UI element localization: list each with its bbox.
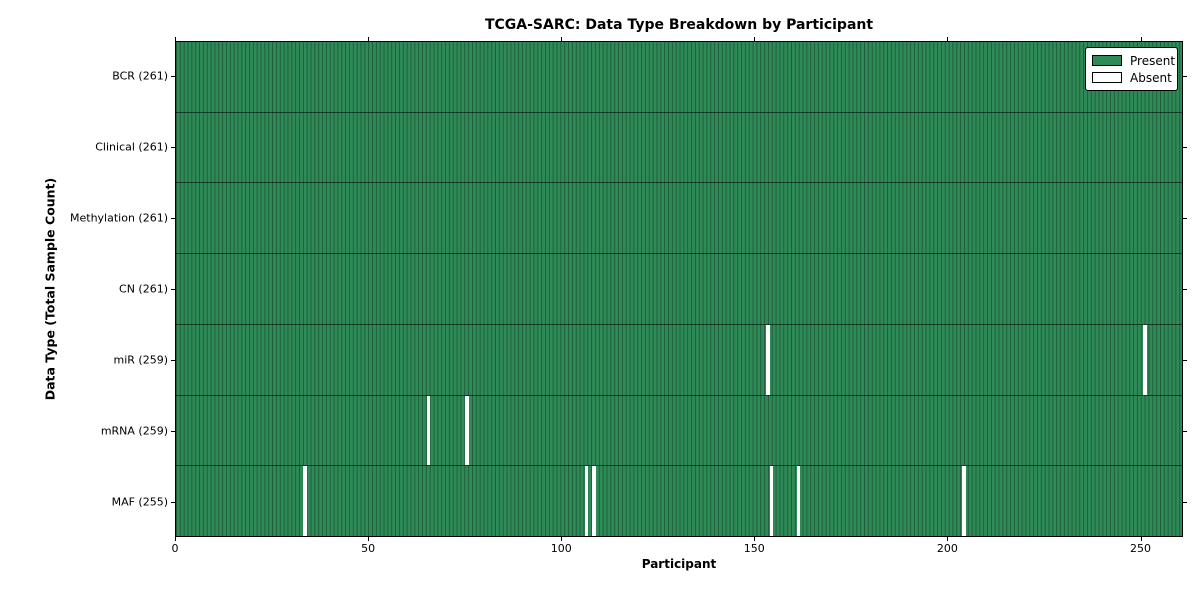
xtick-label: 0 — [171, 542, 179, 555]
absent-cell — [592, 466, 597, 537]
heatmap-row-mrna — [176, 394, 1182, 466]
xtick-label: 150 — [743, 542, 765, 555]
absent-cell — [1143, 324, 1148, 395]
legend-label: Absent — [1130, 70, 1172, 85]
absent-cell — [465, 395, 469, 466]
legend-label: Present — [1130, 53, 1176, 68]
xtick-label: 250 — [1130, 542, 1152, 555]
heatmap-row-mir — [176, 323, 1182, 395]
ytick-label: miR (259) — [113, 353, 169, 367]
xtick-label: 50 — [361, 542, 376, 555]
absent-cell — [962, 466, 967, 537]
x-tick-mark — [754, 37, 756, 41]
legend-entry-absent: Absent — [1092, 69, 1172, 86]
heatmap-row-cn — [176, 253, 1182, 324]
y-tick-mark — [171, 430, 175, 432]
x-tick-mark — [368, 537, 370, 541]
y-tick-mark — [1183, 289, 1187, 290]
absent-cell — [426, 395, 431, 466]
y-tick-mark — [1183, 430, 1187, 432]
absent-swatch-icon — [1092, 72, 1122, 83]
x-tick-mark — [947, 37, 949, 41]
ytick-label: mRNA (259) — [100, 424, 168, 438]
y-tick-mark — [171, 289, 175, 290]
absent-cell — [303, 466, 308, 537]
ytick-label: Clinical (261) — [95, 140, 168, 154]
x-tick-mark — [175, 37, 176, 41]
x-tick-mark — [1140, 537, 1142, 541]
x-tick-mark — [561, 537, 563, 541]
xtick-label: 200 — [936, 542, 958, 555]
ytick-label: MAF (255) — [111, 495, 168, 509]
absent-cell — [765, 324, 770, 395]
y-tick-mark — [1183, 359, 1187, 361]
ytick-label: BCR (261) — [112, 69, 168, 83]
y-tick-mark — [1183, 218, 1187, 220]
x-tick-mark — [1140, 37, 1142, 41]
legend: Present Absent — [1085, 47, 1178, 91]
y-tick-mark — [171, 76, 175, 78]
absent-cell — [796, 466, 801, 537]
heatmap-plot-area — [175, 41, 1183, 537]
chart-title: TCGA-SARC: Data Type Breakdown by Partic… — [484, 17, 874, 33]
y-tick-mark — [1183, 147, 1187, 149]
y-tick-mark — [171, 359, 175, 361]
x-tick-mark — [754, 537, 756, 541]
absent-cell — [769, 466, 774, 537]
x-axis-title: Participant — [641, 557, 717, 571]
heatmap-row-methylation — [176, 182, 1182, 254]
y-tick-mark — [171, 501, 175, 503]
ytick-label: Methylation (261) — [70, 211, 168, 225]
y-tick-mark — [1183, 76, 1187, 78]
ytick-label: CN (261) — [119, 282, 168, 296]
y-tick-mark — [171, 218, 175, 220]
x-tick-mark — [947, 537, 949, 541]
x-tick-mark — [561, 37, 563, 41]
heatmap-row-maf — [176, 465, 1182, 537]
heatmap-row-clinical — [176, 111, 1182, 183]
x-tick-mark — [175, 537, 176, 541]
present-swatch-icon — [1092, 55, 1122, 66]
y-tick-mark — [171, 147, 175, 149]
heatmap-row-bcr — [176, 42, 1182, 112]
x-tick-mark — [368, 37, 370, 41]
absent-cell — [584, 466, 589, 537]
xtick-label: 100 — [550, 542, 572, 555]
legend-entry-present: Present — [1092, 52, 1175, 69]
y-tick-mark — [1183, 501, 1187, 503]
